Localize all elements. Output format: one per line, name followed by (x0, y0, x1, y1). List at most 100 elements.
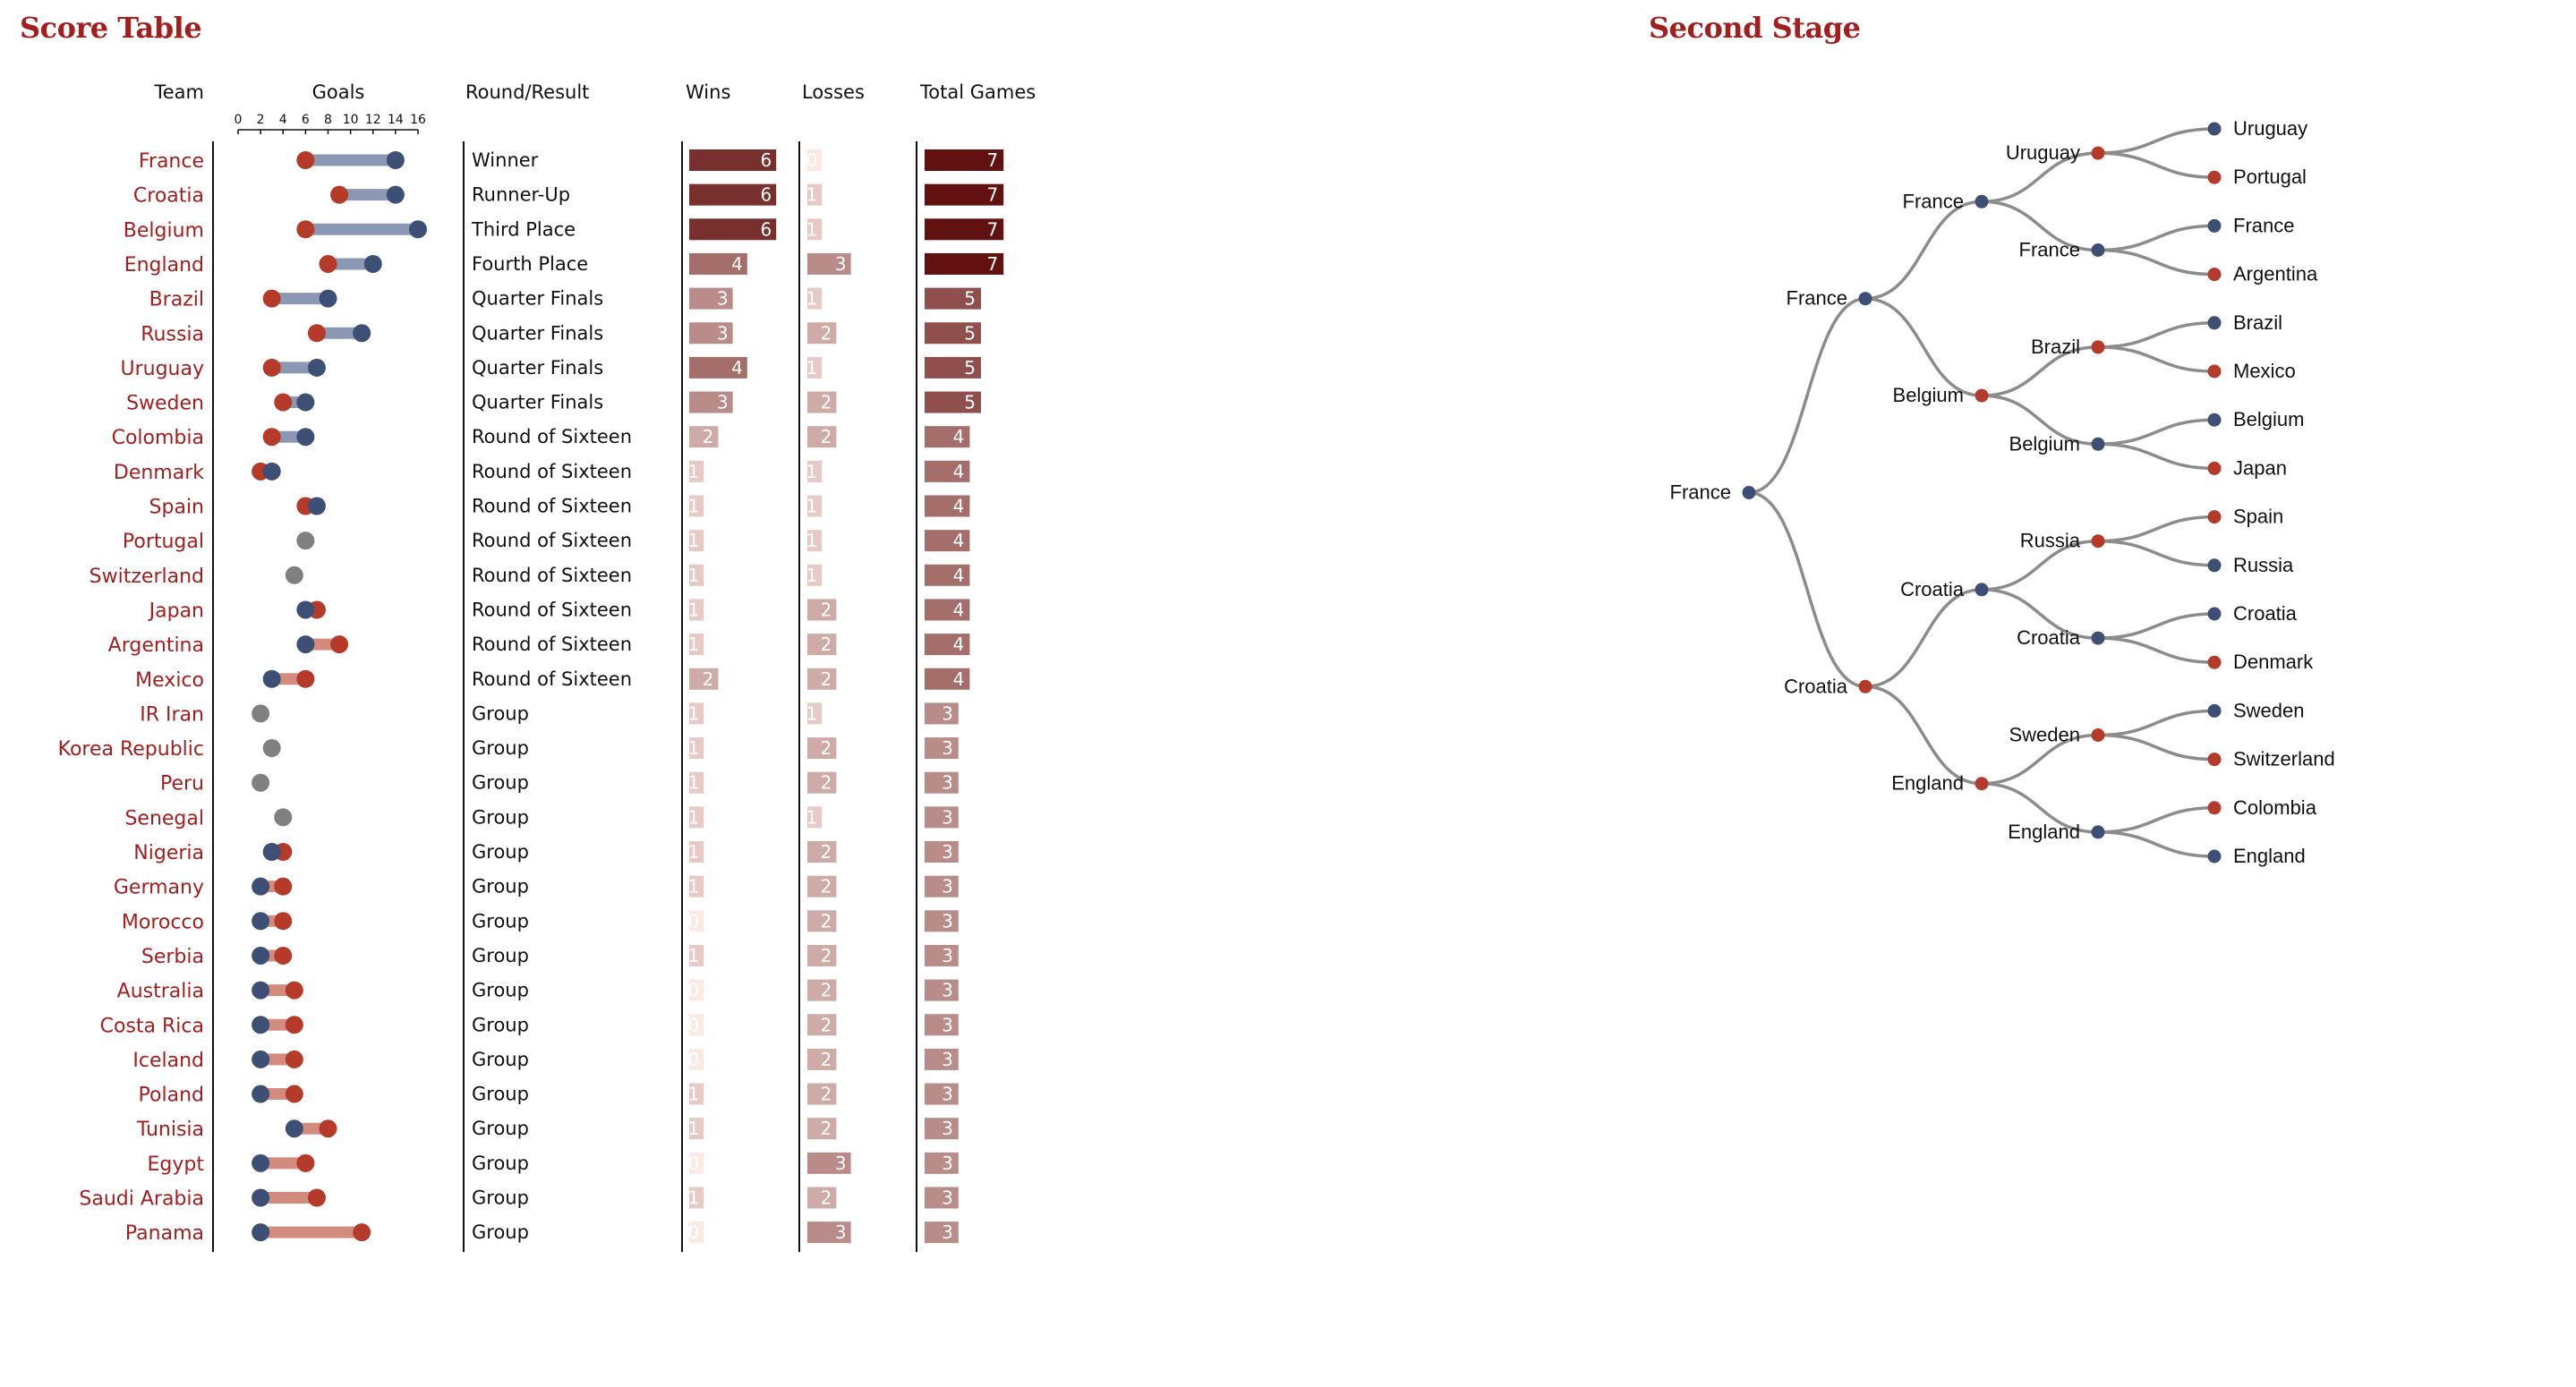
losses-bar (807, 1221, 851, 1244)
team-name: Costa Rica (100, 1015, 204, 1037)
wins-value: 1 (687, 772, 699, 794)
bracket-link (1981, 394, 2099, 447)
wins-value: 0 (687, 1049, 699, 1070)
bracket-team-label: France (2233, 214, 2294, 236)
total-games-bar (925, 495, 970, 517)
bracket-chart: Uruguay Portugal Uruguay France Argentina Fra… (1670, 117, 2335, 867)
bracket-team-label: Sweden (2233, 699, 2305, 721)
bracket-leaf-node (2207, 413, 2222, 427)
bracket-team-label: Russia (2233, 554, 2294, 576)
table-row: Sweden Quarter Finals 3 2 5 (126, 391, 981, 415)
bracket-match-node (2091, 340, 2105, 354)
wins-value: 3 (717, 392, 729, 413)
wins-value: 2 (703, 426, 714, 447)
wins-value: 6 (760, 218, 772, 240)
goals-scored-dot (296, 428, 315, 447)
goals-tick-label: 6 (302, 113, 310, 127)
wins-bar (689, 875, 704, 898)
total-games-value: 3 (942, 702, 953, 724)
total-games-value: 5 (964, 322, 976, 344)
losses-bar (807, 322, 837, 345)
wins-value: 2 (703, 668, 714, 690)
goals-conceded-dot (274, 393, 293, 412)
losses-bar (807, 183, 823, 206)
goals-scored-dot (409, 220, 427, 239)
round-result: Group (472, 1014, 529, 1035)
losses-value: 2 (821, 876, 832, 898)
bracket-link (1864, 296, 1983, 397)
table-row: Russia Quarter Finals 3 2 5 (141, 322, 981, 345)
team-name: Russia (141, 323, 204, 345)
total-games-bar (925, 737, 959, 760)
team-name: Poland (139, 1085, 204, 1107)
bracket-leaf-node (2207, 607, 2222, 621)
wins-bar (689, 910, 704, 932)
wins-bar (689, 287, 733, 310)
goals-conceded-dot (307, 324, 326, 343)
bracket-match-node (1975, 583, 1989, 597)
round-result: Group (472, 980, 529, 1001)
bracket-match-node (2091, 243, 2105, 257)
wins-bar (689, 771, 704, 794)
bracket-team-label: France (2019, 239, 2080, 261)
losses-bar (807, 806, 823, 829)
bracket-link (2097, 321, 2215, 349)
header-round: Round/Result (465, 81, 589, 103)
goals-scored-dot (252, 1223, 270, 1242)
round-result: Quarter Finals (472, 288, 603, 310)
losses-value: 2 (821, 634, 832, 655)
losses-value: 1 (806, 357, 817, 379)
table-row: Spain Round of Sixteen 1 1 4 (149, 495, 970, 519)
total-games-bar (925, 875, 959, 898)
goals-scored-dot (252, 946, 270, 965)
goals-tick-label: 16 (410, 113, 426, 127)
table-row: Uruguay Quarter Finals 4 1 5 (121, 356, 981, 380)
total-games-bar (925, 1048, 959, 1070)
wins-value: 4 (731, 253, 743, 275)
round-result: Group (472, 806, 529, 828)
losses-value: 3 (835, 1153, 847, 1174)
goals-scored-dot (252, 877, 270, 896)
goals-conceded-dot (262, 358, 281, 377)
wins-bar (689, 737, 704, 760)
total-games-value: 5 (964, 357, 976, 379)
round-result: Third Place (471, 218, 576, 240)
total-games-value: 3 (942, 841, 953, 863)
round-result: Round of Sixteen (472, 668, 632, 690)
goals-scored-dot (252, 981, 270, 1000)
team-name: Belgium (124, 219, 204, 242)
table-row: Costa Rica Group 0 2 3 (100, 1014, 959, 1037)
wins-value: 3 (717, 288, 729, 310)
wins-value: 1 (687, 737, 699, 759)
round-result: Group (472, 772, 529, 794)
round-result: Round of Sixteen (472, 634, 632, 655)
losses-bar (807, 460, 823, 482)
wins-bar (689, 218, 777, 241)
losses-value: 1 (806, 184, 817, 206)
team-name: Senegal (124, 807, 204, 830)
losses-value: 2 (821, 841, 832, 863)
team-name: Nigeria (133, 842, 204, 864)
losses-value: 2 (821, 392, 832, 413)
table-row: Croatia Runner-Up 6 1 7 (133, 183, 1004, 208)
wins-bar (689, 1221, 704, 1244)
total-games-bar (925, 979, 959, 1001)
bracket-team-label: Croatia (1900, 578, 1965, 600)
losses-value: 1 (806, 530, 817, 551)
table-row: Iceland Group 0 2 3 (132, 1048, 959, 1072)
total-games-bar (925, 149, 1004, 171)
goals-conceded-dot (330, 635, 349, 654)
goals-conceded-dot (285, 1085, 303, 1103)
team-name: Denmark (114, 462, 204, 484)
bracket-leaf-node (2207, 753, 2222, 767)
bracket-team-label: England (2233, 845, 2306, 867)
total-games-bar (925, 806, 959, 829)
goals-equal-dot (252, 704, 270, 723)
total-games-value: 4 (953, 634, 965, 655)
wins-bar (689, 1187, 704, 1209)
table-row: Nigeria Group 1 2 3 (133, 841, 959, 864)
wins-value: 1 (687, 1084, 699, 1105)
total-games-bar (925, 252, 1004, 275)
bracket-leaf-node (2207, 170, 2222, 184)
losses-bar (807, 737, 837, 760)
